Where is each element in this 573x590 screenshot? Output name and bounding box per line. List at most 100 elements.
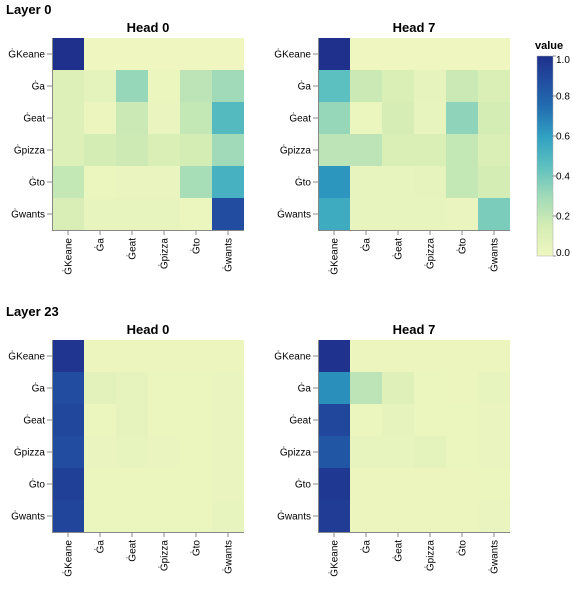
x-tick-label: Ġeat (392, 540, 405, 562)
x-tick-label: Ġeat (126, 238, 139, 260)
heatmap-cell (478, 38, 510, 70)
heatmap-cell (180, 166, 212, 198)
heatmap-cell (478, 102, 510, 134)
heatmap-cell (446, 436, 478, 468)
heatmap-cell (148, 102, 180, 134)
heatmap-cell (84, 500, 116, 532)
heatmap-cell (446, 38, 478, 70)
y-tick-label: Ġto (295, 176, 312, 189)
heatmap-cell (446, 166, 478, 198)
y-tick-label: Ġa (32, 382, 46, 395)
heatmap-cell (84, 134, 116, 166)
heatmap-cell (116, 198, 148, 230)
y-tick-label: Ġeat (289, 112, 311, 125)
head-title: Head 0 (127, 20, 170, 35)
layer-title: Layer 23 (6, 304, 59, 319)
heatmap-panel: Head 7 ĠKeane ĠKeane Ġa Ġa Ġeat Ġeat Ġpizza Ġpiz… (274, 20, 510, 275)
y-tick-label: Ġwants (11, 208, 45, 221)
heatmap-cell (382, 436, 414, 468)
heatmap-cell (382, 340, 414, 372)
heatmap-cell (414, 436, 446, 468)
heatmap-cell (116, 340, 148, 372)
heatmap-cell (446, 468, 478, 500)
x-tick-label: Ġwants (222, 540, 235, 574)
y-tick-label: ĠKeane (274, 350, 311, 363)
heatmap-cell (148, 38, 180, 70)
heatmap-cell (446, 134, 478, 166)
heatmap-cell (350, 70, 382, 102)
heatmap-cell (446, 102, 478, 134)
heatmap-cell (414, 70, 446, 102)
heatmap-cell (148, 134, 180, 166)
heatmap-cell (84, 102, 116, 134)
heatmap-cell (148, 70, 180, 102)
x-tick-label: Ġa (94, 238, 107, 252)
heatmap-cell (148, 436, 180, 468)
heatmap-cell (180, 38, 212, 70)
x-tick-label: Ġpizza (424, 238, 437, 270)
layer-title: Layer 0 (6, 2, 52, 17)
x-tick-label: Ġto (190, 238, 203, 255)
heatmap-cell (116, 38, 148, 70)
y-tick-label: Ġto (295, 478, 312, 491)
legend-gradient-bar (536, 55, 554, 257)
heatmap-cell (318, 436, 350, 468)
heatmap-cell (52, 500, 84, 532)
heatmap-cell (350, 166, 382, 198)
y-tick-label: ĠKeane (8, 48, 45, 61)
x-tick-label: Ġwants (222, 238, 235, 272)
y-tick-label: Ġpizza (14, 144, 46, 157)
x-tick-label: Ġa (360, 540, 373, 554)
heatmap-cell (318, 134, 350, 166)
heatmap-cell (84, 70, 116, 102)
heatmap-cell (382, 166, 414, 198)
heatmap-cell (478, 468, 510, 500)
heatmap-cell (350, 372, 382, 404)
y-tick-label: Ġa (298, 382, 312, 395)
heatmap-cell (84, 38, 116, 70)
heatmap-cell (212, 38, 244, 70)
head-title: Head 7 (393, 322, 436, 337)
heatmap-cell (382, 134, 414, 166)
heatmap-cell (116, 404, 148, 436)
heatmap-cell (116, 102, 148, 134)
heatmap-cell (350, 436, 382, 468)
heatmap-cell (446, 500, 478, 532)
heatmap-cell (350, 340, 382, 372)
heatmap-cell (180, 340, 212, 372)
heatmap-cell (318, 102, 350, 134)
heatmap-cell (318, 38, 350, 70)
heatmap-cell (212, 70, 244, 102)
x-tick-label: ĠKeane (328, 540, 341, 577)
y-tick-label: Ġwants (277, 510, 311, 523)
heatmap-cell (382, 500, 414, 532)
legend-tick-label: 0.4 (556, 172, 570, 183)
heatmap-cell (148, 340, 180, 372)
y-tick-label: Ġto (29, 176, 46, 189)
heatmap-cell (212, 198, 244, 230)
heatmap-cell (116, 436, 148, 468)
heatmap-cell (148, 166, 180, 198)
heatmap-cell (52, 404, 84, 436)
heatmap-cell (116, 468, 148, 500)
heatmap-cell (446, 372, 478, 404)
heatmap-cell (382, 38, 414, 70)
heatmap-cell (478, 404, 510, 436)
heatmap-cell (446, 340, 478, 372)
heatmap-cell (414, 134, 446, 166)
y-tick-label: Ġpizza (14, 446, 46, 459)
heatmap-cell (382, 468, 414, 500)
x-tick-label: Ġeat (392, 238, 405, 260)
x-tick-label: Ġpizza (158, 238, 171, 270)
heatmap-cell (478, 134, 510, 166)
heatmap-cell (116, 166, 148, 198)
heatmap-cell (414, 468, 446, 500)
heatmap-cell (52, 102, 84, 134)
heatmap-cell (382, 404, 414, 436)
heatmap-cell (414, 340, 446, 372)
heatmap-cell (180, 468, 212, 500)
heatmap-cell (382, 198, 414, 230)
heatmap-cell (116, 500, 148, 532)
heatmap-panel: Head 7 ĠKeane ĠKeane Ġa Ġa Ġeat Ġeat Ġpizza Ġpiz… (274, 322, 510, 577)
heatmap-cell (212, 468, 244, 500)
